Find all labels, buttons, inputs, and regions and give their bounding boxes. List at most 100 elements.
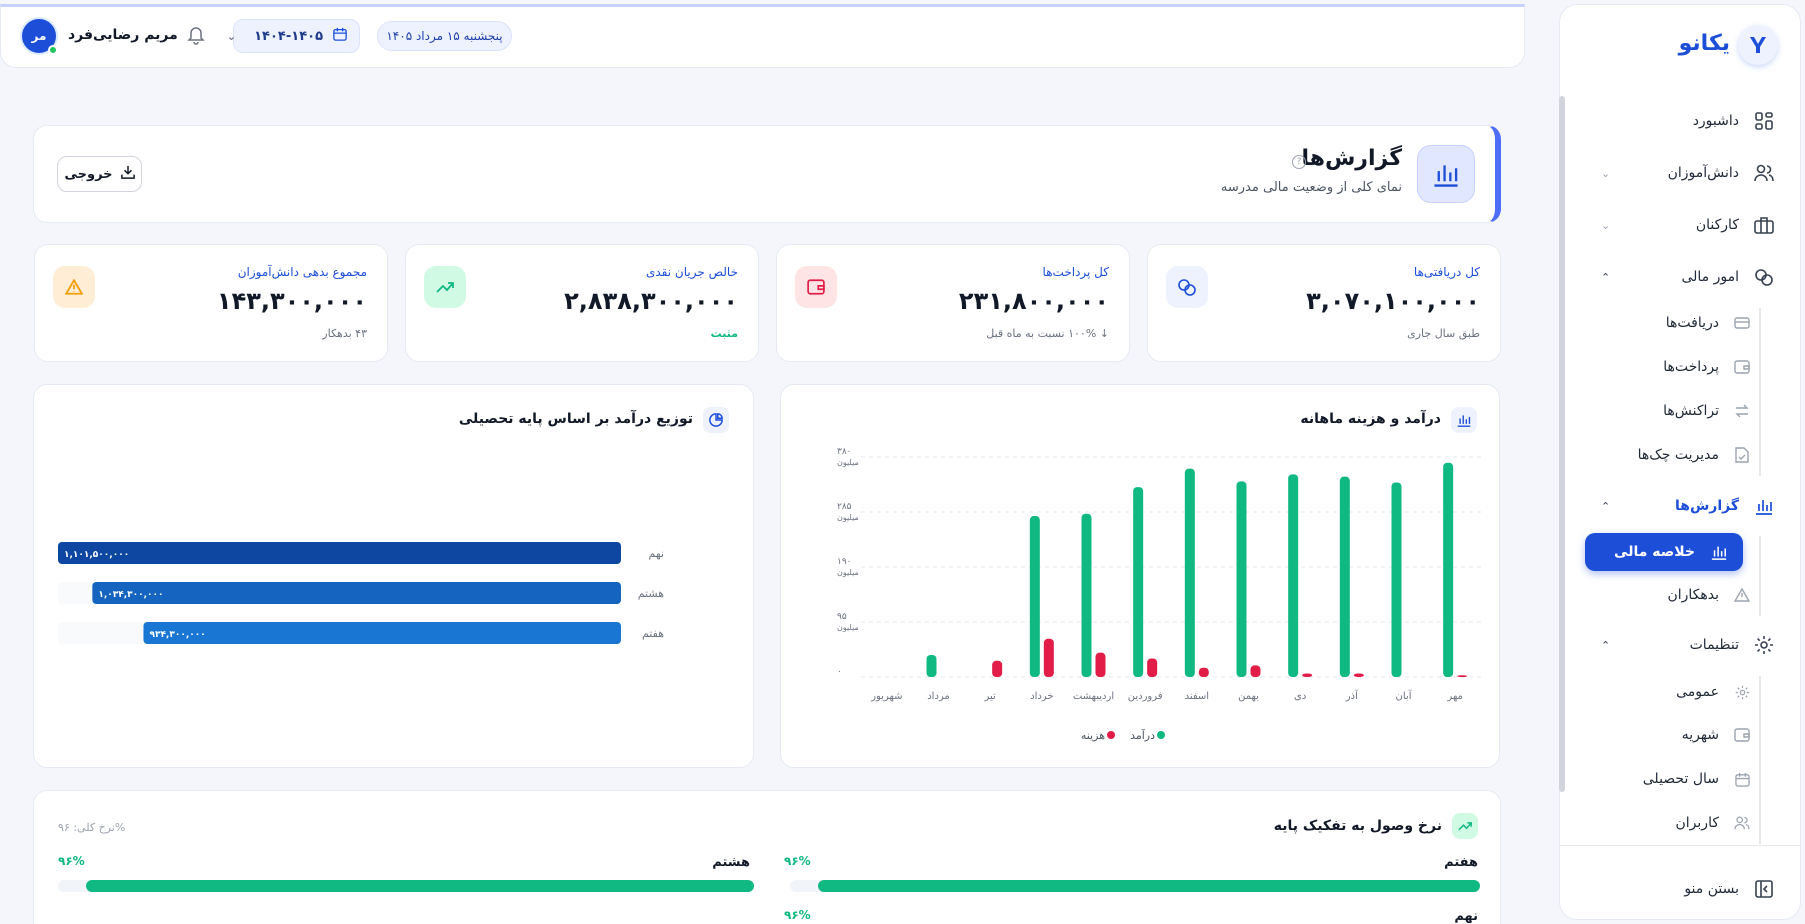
income-bar — [1443, 462, 1454, 677]
sidebar-item-label: امور مالی — [1681, 269, 1739, 285]
grade-distribution-card: توزیع درآمد بر اساس پایه تحصیلی ۱,۱۰۱,۵۰… — [33, 384, 754, 768]
submenu-line — [1759, 536, 1761, 616]
income-bar — [1236, 481, 1247, 677]
stat-value: ۳,۰۷۰,۱۰۰,۰۰۰ — [1306, 287, 1480, 315]
category-label: نهم — [649, 547, 664, 560]
sidebar-subitem-label: عمومی — [1676, 684, 1719, 700]
sidebar-item-reports[interactable]: گزارش‌ها ⌃ — [1559, 489, 1801, 523]
legend-income-label: درآمد — [1130, 728, 1155, 742]
stat-value: ۱۴۳,۳۰۰,۰۰۰ — [216, 287, 367, 315]
sidebar-subitem-tuition[interactable]: شهریه — [1559, 718, 1801, 752]
sidebar-subitem-label: کاربران — [1675, 815, 1719, 831]
bar-value-label: ۱,۱۰۱,۵۰۰,۰۰۰ — [64, 550, 129, 560]
x-tick-label: آذر — [1345, 689, 1359, 702]
chevron-down-icon[interactable]: ⌄ — [1601, 218, 1611, 232]
sidebar-item-finance[interactable]: امور مالی ⌃ — [1559, 260, 1801, 294]
sidebar-item-staff[interactable]: کارکنان ⌄ — [1559, 208, 1801, 242]
gear-icon — [1733, 683, 1751, 701]
x-tick-label: اسفند — [1185, 691, 1209, 702]
chevron-up-icon[interactable]: ⌃ — [1601, 638, 1611, 652]
card-icon — [1733, 314, 1751, 332]
rate-fill — [817, 880, 1480, 892]
sidebar-subitem-transactions[interactable]: تراکنش‌ها — [1559, 394, 1801, 428]
sidebar-item-label: گزارش‌ها — [1675, 498, 1739, 514]
sidebar-subitem-receipts[interactable]: دریافت‌ها — [1559, 306, 1801, 340]
sidebar-item-dashboard[interactable]: داشبورد — [1559, 104, 1801, 138]
page-title: گزارش‌ها — [1301, 146, 1402, 171]
expense-bar — [1198, 667, 1209, 677]
sidebar-divider — [1559, 845, 1801, 846]
sidebar-subitem-general[interactable]: عمومی — [1559, 675, 1801, 709]
x-tick-label: اردیبهشت — [1073, 691, 1114, 702]
expense-bar — [1353, 673, 1364, 677]
export-button[interactable]: خروجی — [57, 156, 142, 192]
rate-grade-pct: ۹۶% — [784, 908, 811, 922]
collection-rate-card: نرخ وصول به تفکیک پایه نرخ کلی: ۹۶% هفتم… — [33, 790, 1501, 924]
calendar-icon — [1733, 770, 1751, 788]
sidebar-subitem-label: خلاصه مالی — [1614, 544, 1695, 560]
bar-chart-icon — [1711, 544, 1727, 560]
sidebar-subitem-label: سال تحصیلی — [1642, 771, 1719, 787]
sidebar-item-students[interactable]: دانش‌آموزان ⌄ — [1559, 156, 1801, 190]
y-tick-label: ۲۸۵ — [837, 502, 852, 512]
y-tick-label: ۳۸۰ — [837, 447, 852, 457]
page-header-card — [33, 125, 1501, 223]
y-tick-label: میلیون — [837, 623, 859, 632]
export-label: خروجی — [64, 166, 113, 182]
avatar[interactable]: مر — [20, 17, 58, 55]
chevron-down-icon[interactable]: ⌄ — [1601, 166, 1611, 180]
gear-icon — [1753, 634, 1775, 656]
rate-fill — [85, 880, 754, 892]
collapse-menu-label: بستن منو — [1684, 881, 1739, 897]
chart-title: درآمد و هزینه ماهانه — [1300, 411, 1441, 427]
sidebar-item-label: کارکنان — [1695, 217, 1739, 233]
grade-bar — [143, 622, 621, 644]
sidebar-subitem-cheques[interactable]: مدیریت چک‌ها — [1559, 438, 1801, 472]
expense-bar — [1095, 652, 1106, 677]
calendar-icon — [333, 27, 347, 45]
academic-year-select[interactable]: ۱۴۰۴-۱۴۰۵ ⌄ — [227, 19, 360, 53]
monthly-chart-card: درآمد و هزینه ماهانه ۰ ۹۵ میلیون ۱۹۰ میلیون ۲… — [780, 384, 1500, 768]
rate-grade-name: هفتم — [1444, 855, 1478, 870]
legend-income-dot — [1157, 731, 1165, 739]
sidebar-scrollbar[interactable] — [1559, 96, 1565, 792]
stat-card-student-debt: مجموع بدهی دانش‌آموزان ۱۴۳,۳۰۰,۰۰۰ ۴۳ بد… — [34, 244, 388, 362]
rate-track — [58, 880, 754, 892]
pie-chart-icon — [703, 407, 729, 433]
swap-icon — [1733, 402, 1751, 420]
grade-bar — [92, 582, 621, 604]
logo-icon — [1738, 25, 1778, 65]
stat-note: ۴۳ بدهکار — [322, 327, 367, 340]
sidebar-subitem-academic-year[interactable]: سال تحصیلی — [1559, 762, 1801, 796]
chevron-up-icon[interactable]: ⌃ — [1601, 270, 1611, 284]
category-label: هفتم — [642, 627, 664, 640]
bar-chart-icon — [1451, 407, 1477, 433]
income-bar — [1029, 516, 1040, 677]
sidebar-subitem-debtors[interactable]: بدهکاران — [1559, 578, 1801, 612]
sidebar-item-label: تنظیمات — [1689, 637, 1739, 653]
legend-expense-dot — [1107, 731, 1115, 739]
income-bar — [1391, 482, 1402, 677]
user-name[interactable]: مریم رضایی‌فرد — [68, 27, 178, 43]
sidebar-subitem-financial-summary[interactable]: خلاصه مالی — [1585, 533, 1743, 571]
expense-bar — [992, 660, 1003, 677]
sidebar-subitem-label: مدیریت چک‌ها — [1637, 447, 1719, 463]
chevron-up-icon[interactable]: ⌃ — [1601, 499, 1611, 513]
brand-name: یکانو — [1678, 31, 1730, 56]
bell-icon[interactable] — [186, 25, 208, 47]
users-icon — [1753, 162, 1775, 184]
current-date-badge: پنجشنبه ۱۵ مرداد ۱۴۰۵ — [377, 21, 512, 51]
sidebar-subitem-payments[interactable]: پرداخت‌ها — [1559, 350, 1801, 384]
sidebar-subitem-label: تراکنش‌ها — [1663, 403, 1719, 419]
sidebar-item-settings[interactable]: تنظیمات ⌃ — [1559, 628, 1801, 662]
wallet-icon — [1733, 358, 1751, 376]
sidebar-subitem-users[interactable]: کاربران — [1559, 806, 1801, 840]
collapse-menu-button[interactable]: بستن منو — [1559, 872, 1801, 906]
users-icon — [1733, 814, 1751, 832]
sidebar-collapse-icon — [1753, 878, 1775, 900]
x-tick-label: تیر — [984, 691, 997, 702]
help-icon[interactable]: ? — [1292, 155, 1306, 169]
rate-grade-name: نهم — [1454, 909, 1478, 924]
rate-title: نرخ وصول به تفکیک پایه — [1273, 818, 1442, 834]
x-tick-label: آبان — [1396, 689, 1413, 702]
